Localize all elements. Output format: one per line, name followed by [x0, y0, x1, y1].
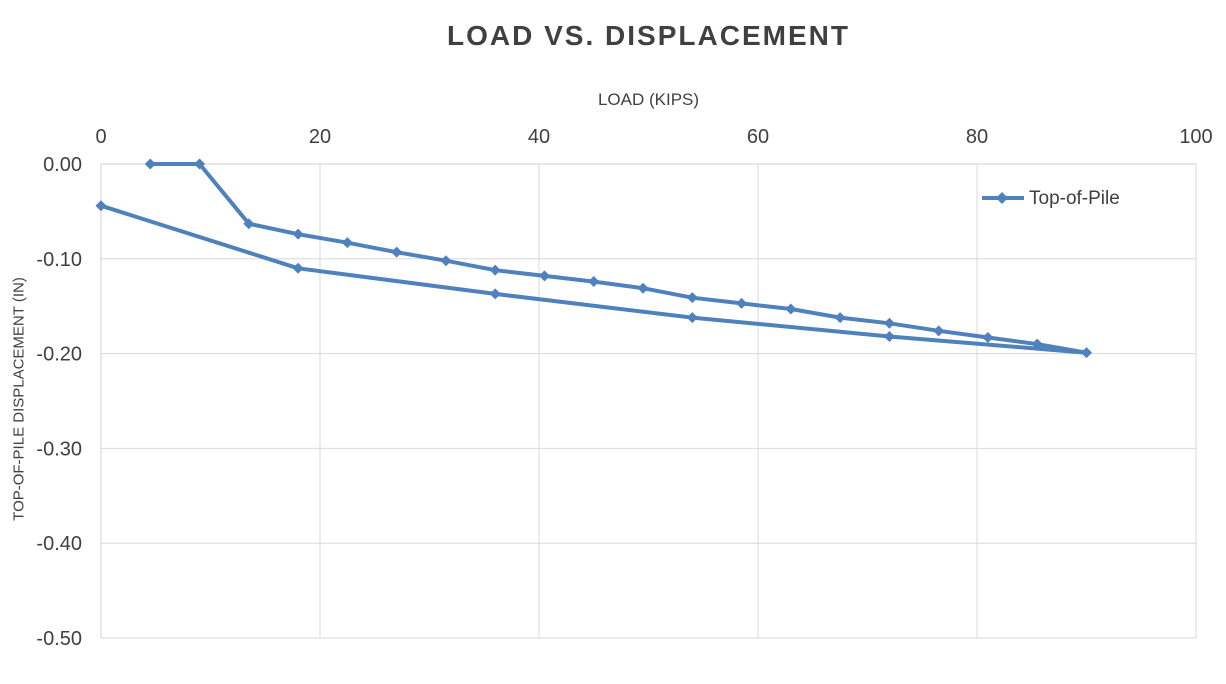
series-point-marker — [883, 317, 895, 329]
series-point-marker — [588, 276, 600, 288]
series-point-marker — [736, 297, 748, 309]
y-tick-label: -0.20 — [36, 344, 82, 366]
series-point-marker — [834, 312, 846, 324]
series-point-marker — [95, 200, 107, 212]
series-point-marker — [391, 246, 403, 258]
x-tick-label: 60 — [747, 126, 769, 148]
series-point-marker — [686, 312, 698, 324]
y-tick-label: 0.00 — [43, 154, 82, 176]
y-tick-label: -0.40 — [36, 533, 82, 555]
chart-title: LOAD VS. DISPLACEMENT — [447, 20, 850, 51]
y-tick-label: -0.10 — [36, 249, 82, 271]
legend-series-label: Top-of-Pile — [1029, 187, 1120, 209]
series-point-marker — [686, 292, 698, 304]
x-tick-label: 100 — [1179, 126, 1212, 148]
series-point-marker — [489, 288, 501, 300]
x-tick-label: 40 — [528, 126, 550, 148]
series-point-marker — [933, 325, 945, 337]
legend: Top-of-Pile — [981, 188, 1120, 208]
series-point-marker — [194, 158, 206, 170]
series-point-marker — [341, 237, 353, 249]
x-tick-label: 80 — [966, 126, 988, 148]
series-point-marker — [1081, 347, 1092, 359]
y-tick-label: -0.30 — [36, 438, 82, 460]
x-axis-title: LOAD (KIPS) — [597, 90, 700, 109]
legend-series-marker-icon — [982, 192, 1024, 204]
series-point-marker — [489, 264, 501, 276]
y-tick-label: -0.50 — [36, 628, 82, 650]
series-point-marker — [292, 262, 304, 274]
series-point-marker — [144, 158, 156, 170]
series-point-marker — [440, 255, 452, 267]
x-tick-label: 20 — [309, 126, 331, 148]
series-point-marker — [785, 303, 797, 315]
series-point-marker — [1031, 338, 1043, 350]
series-point-marker — [982, 331, 994, 343]
x-tick-label: 0 — [95, 126, 106, 148]
series-point-marker — [637, 282, 649, 294]
series-point-marker — [538, 270, 550, 282]
series-point-marker — [292, 228, 304, 240]
series-point-marker — [243, 218, 255, 230]
series-point-marker — [883, 331, 895, 343]
